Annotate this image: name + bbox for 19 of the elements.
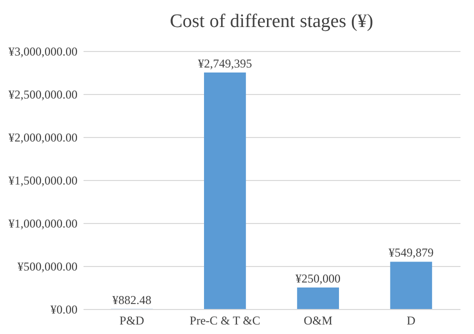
y-tick-label: ¥2,500,000.00 <box>8 88 78 102</box>
data-label: ¥549,879 <box>388 246 434 260</box>
data-label: ¥250,000 <box>296 272 341 286</box>
bar <box>390 262 432 309</box>
x-tick-label: Pre-C & T &C <box>190 314 260 328</box>
data-label: ¥2,749,395 <box>198 56 252 71</box>
x-tick-label: P&D <box>120 314 145 328</box>
y-tick-label: ¥0.00 <box>50 302 78 316</box>
chart-title: Cost of different stages (¥) <box>170 11 374 32</box>
y-tick-label: ¥500,000.00 <box>18 260 78 274</box>
y-tick-label: ¥3,000,000.00 <box>8 44 78 58</box>
x-tick-label: O&M <box>304 314 333 328</box>
bar <box>297 288 339 309</box>
y-tick-label: ¥2,000,000.00 <box>8 130 78 144</box>
bar <box>204 72 246 309</box>
data-label: ¥882.48 <box>112 292 152 307</box>
x-tick-label: D <box>406 314 416 328</box>
y-tick-label: ¥1,000,000.00 <box>8 216 78 230</box>
y-tick-label: ¥1,500,000.00 <box>8 174 78 188</box>
